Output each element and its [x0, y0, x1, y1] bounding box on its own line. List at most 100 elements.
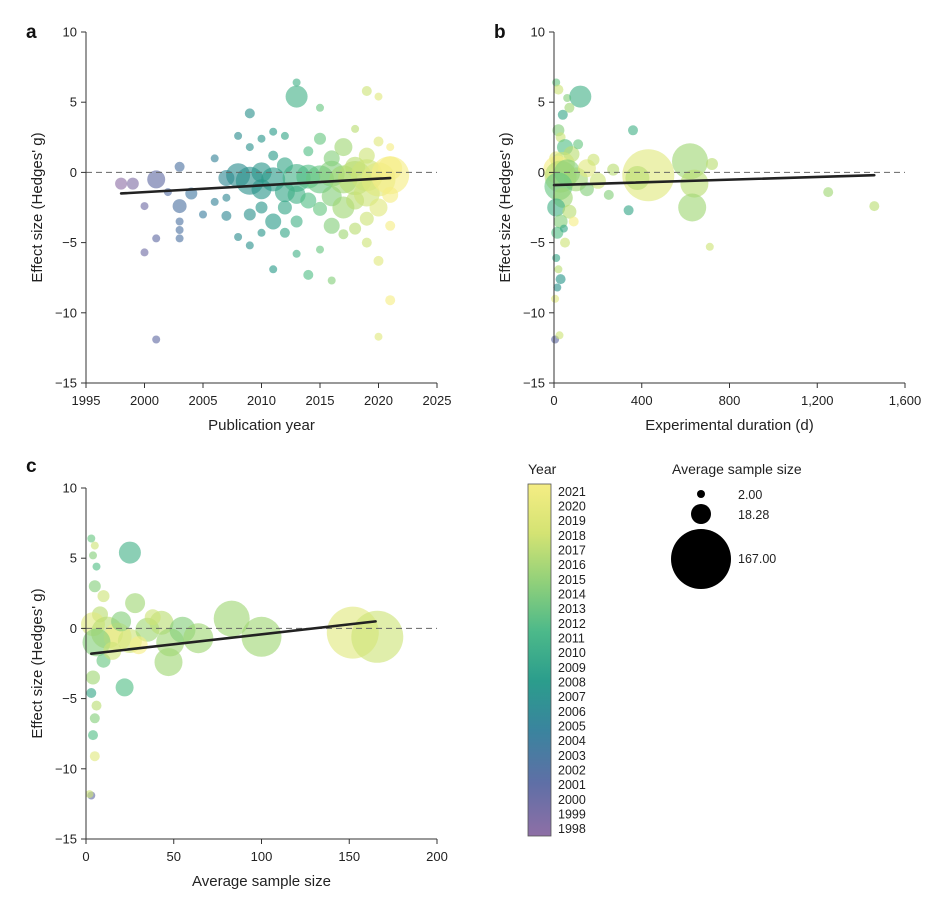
colorbar-label-2018: 2018 — [558, 529, 586, 543]
panel-c-y-tick-label-1: 5 — [70, 551, 77, 566]
panel-a-point-14 — [199, 210, 207, 219]
panel-b-point-43 — [823, 187, 834, 198]
panel-b-points — [543, 78, 880, 344]
panel-a-point-62 — [327, 276, 336, 285]
colorbar-label-2004: 2004 — [558, 734, 586, 748]
panel-a-point-89 — [386, 143, 395, 152]
panel-a-point-10 — [175, 217, 184, 226]
panel-a-point-35 — [265, 213, 282, 230]
panel-a-axes: 10 5 0 −5 −10 −15 1995 2000 2005 2010 2015 2020 2025 — [55, 25, 452, 409]
panel-c-point-23 — [351, 610, 404, 663]
panel-a-point-43 — [292, 78, 301, 87]
panel-c-point-2 — [89, 551, 97, 560]
panel-a-point-61 — [323, 217, 340, 234]
colorbar-label-2006: 2006 — [558, 705, 586, 719]
panel-a-point-56 — [313, 201, 327, 216]
panel-a-point-0 — [115, 177, 128, 190]
panel-b-axes: 10 5 0 −5 −10 −15 0 400 800 1,200 1,600 — [523, 25, 921, 409]
size-legend-marker-medium — [691, 504, 711, 524]
panel-a-point-86 — [382, 186, 399, 203]
panel-a-point-19 — [222, 193, 231, 202]
panel-a-point-87 — [385, 220, 396, 231]
panel-a-x-tick-label-4: 2015 — [306, 393, 335, 408]
panel-c-point-21 — [241, 616, 282, 657]
panel-a-point-67 — [351, 124, 360, 133]
panel-a-point-32 — [257, 228, 266, 237]
panel-b-point-38 — [672, 143, 708, 180]
panel-b-point-46 — [587, 153, 600, 166]
panel-a-point-41 — [279, 227, 290, 238]
panel-c-x-tick-label-0: 0 — [82, 849, 89, 864]
panel-b-x-axis-label: Experimental duration (d) — [645, 417, 813, 434]
panel-b-point-31 — [553, 283, 562, 292]
panel-b-point-45 — [579, 182, 594, 197]
panel-a-x-axis-label: Publication year — [208, 417, 315, 434]
colorbar-label-1998: 1998 — [558, 822, 586, 836]
panel-a-point-2 — [140, 248, 149, 257]
panel-c-point-36 — [144, 609, 161, 626]
panel-a-x-tick-label-1: 2000 — [130, 393, 159, 408]
colorbar-label-2002: 2002 — [558, 764, 586, 778]
panel-a-y-tick-label-1: 5 — [70, 95, 77, 110]
panel-b-point-40 — [678, 193, 707, 222]
panel-c-y-tick-label-5: −15 — [55, 832, 77, 847]
panel-c-x-tick-label-2: 100 — [251, 849, 273, 864]
panel-a-point-31 — [255, 201, 268, 214]
colorbar-label-2009: 2009 — [558, 661, 586, 675]
panel-c-point-30 — [89, 751, 100, 762]
panel-a-point-16 — [210, 197, 219, 206]
colorbar-label-2019: 2019 — [558, 514, 586, 528]
panel-a-point-71 — [349, 222, 362, 235]
panel-c-letter: c — [26, 456, 37, 477]
panel-a-point-18 — [221, 210, 232, 221]
panel-a-y-tick-label-3: −5 — [62, 235, 77, 250]
panel-c-point-28 — [89, 713, 100, 724]
panel-b-point-37 — [625, 166, 650, 190]
panel-a-y-tick-label-5: −15 — [55, 376, 77, 391]
panel-a-x-tick-label-5: 2020 — [364, 393, 393, 408]
panel-a-point-79 — [373, 136, 384, 147]
panel-b-y-tick-label-5: −15 — [523, 376, 545, 391]
panel-b-point-1 — [553, 84, 564, 95]
panel-a-point-72 — [361, 86, 372, 96]
panel-c-point-3 — [92, 562, 101, 571]
colorbar-label-2017: 2017 — [558, 544, 586, 558]
panel-a-y-axis-label: Effect size (Hedges' g) — [29, 132, 46, 282]
colorbar-label-2008: 2008 — [558, 676, 586, 690]
size-legend-title: Average sample size — [672, 461, 802, 477]
panel-b-y-tick-label-3: −5 — [530, 235, 545, 250]
panel-a-point-57 — [316, 245, 324, 254]
colorbar-label-1999: 1999 — [558, 808, 586, 822]
panel-a-point-53 — [316, 103, 324, 112]
panel-b-y-tick-label-1: 5 — [538, 95, 545, 110]
panel-a-point-81 — [369, 198, 388, 217]
panel-a-point-63 — [334, 138, 353, 157]
panel-c-point-6 — [97, 590, 110, 603]
panel-a-trend-line — [119, 176, 392, 195]
panel-c-y-tick-label-0: 10 — [63, 481, 77, 496]
panel-a-point-48 — [292, 249, 301, 258]
panel-c-point-37 — [111, 611, 132, 632]
panel-b-y-axis-label: Effect size (Hedges' g) — [497, 132, 514, 282]
panel-a-point-27 — [245, 241, 254, 250]
panel-a-point-42 — [280, 131, 289, 140]
panel-a-point-82 — [373, 255, 384, 266]
panel-a-point-78 — [374, 92, 383, 101]
year-colorbar-legend: Year 20212020201920182017201620152014201… — [527, 461, 586, 837]
colorbar-label-2003: 2003 — [558, 749, 586, 763]
panel-a-point-77 — [361, 237, 372, 248]
panel-c-point-1 — [90, 541, 99, 550]
size-legend-label-medium: 18.28 — [738, 508, 769, 522]
panel-c-y-tick-label-3: −5 — [62, 691, 77, 706]
panel-a-point-15 — [210, 154, 219, 163]
panel-b-point-48 — [573, 139, 584, 150]
panel-a-points — [115, 78, 410, 344]
panel-b-point-20 — [547, 198, 566, 217]
panel-a-point-40 — [277, 200, 292, 215]
panel-a-point-33 — [269, 127, 278, 136]
panel-b-scatter: b 10 5 0 −5 −10 −15 0 400 800 1,200 1,600 Experime… — [494, 22, 921, 434]
colorbar-label-2011: 2011 — [558, 632, 585, 646]
panel-a-x-tick-label-2: 2005 — [189, 393, 218, 408]
